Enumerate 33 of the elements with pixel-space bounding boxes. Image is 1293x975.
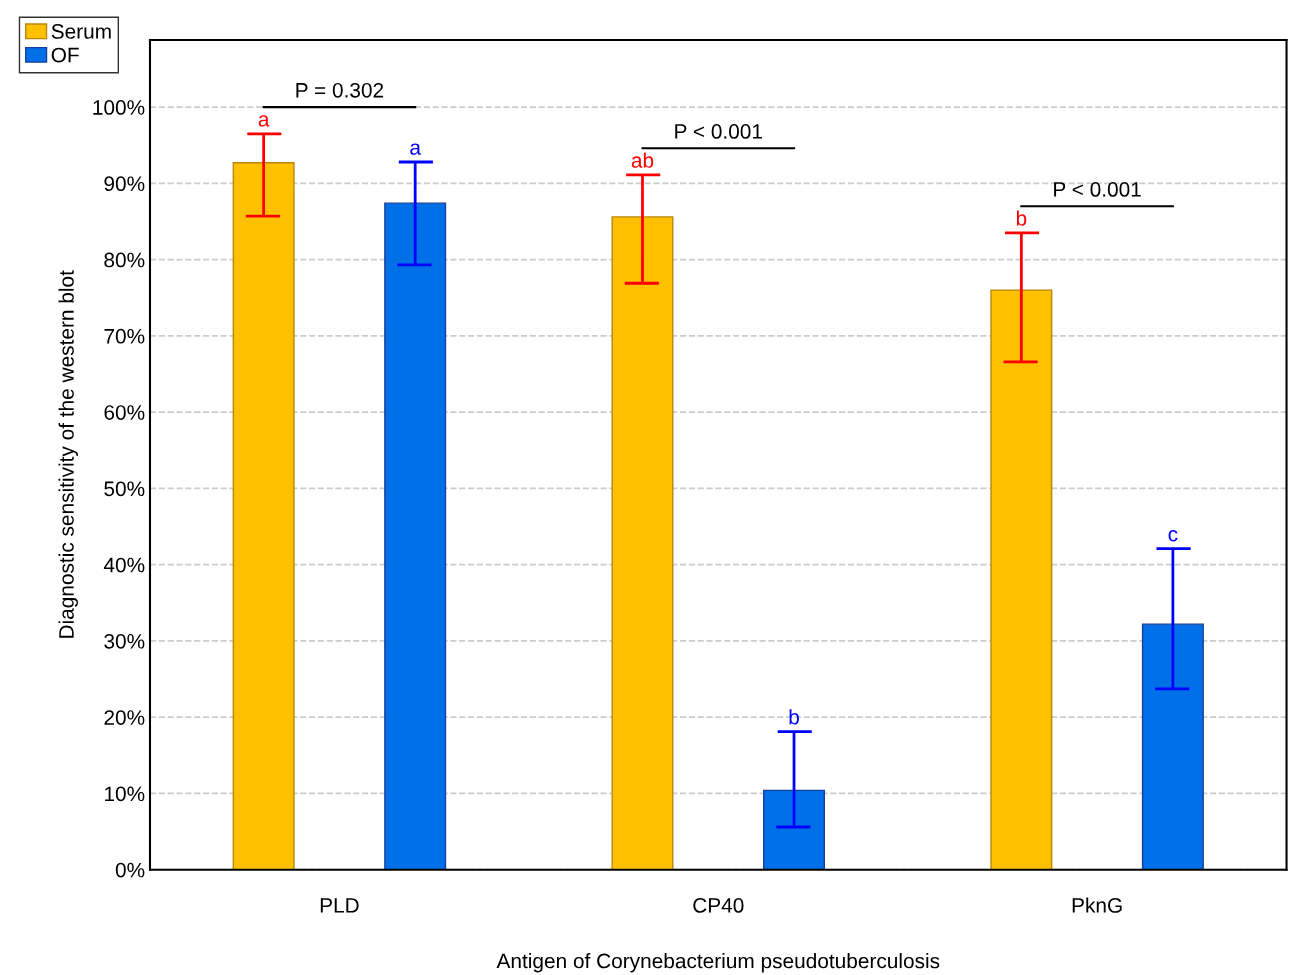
- bar: [1141, 623, 1204, 870]
- annotation: P < 0.001: [1054, 182, 1141, 197]
- annotation: b: [789, 709, 799, 725]
- y-tick-label: 40%: [103, 557, 145, 573]
- x-tick-label: CP40: [693, 898, 744, 913]
- annotation: P < 0.001: [675, 124, 762, 139]
- annotation: c: [1168, 530, 1178, 542]
- y-tick-label: 70%: [104, 328, 145, 344]
- x-tick-label: PLD: [320, 898, 359, 913]
- y-tick-label: 50%: [104, 481, 145, 497]
- y-tick-label: 90%: [104, 176, 145, 192]
- bar: [763, 789, 826, 870]
- annotation: b: [1016, 210, 1027, 226]
- annotation: ab: [631, 152, 654, 168]
- annotation: a: [410, 143, 421, 155]
- annotation: a: [258, 115, 270, 127]
- bar: [384, 202, 447, 870]
- legend-label: OF: [51, 47, 79, 63]
- legend-label: Serum: [51, 24, 111, 39]
- annotation: P = 0.302: [296, 82, 384, 98]
- x-tick-label: PknG: [1072, 897, 1122, 913]
- y-tick-label: 30%: [104, 633, 145, 649]
- y-tick-label: 60%: [104, 405, 145, 420]
- bar: [232, 162, 295, 870]
- y-tick-label: 20%: [104, 710, 145, 725]
- y-tick-label: 80%: [104, 252, 145, 268]
- y-tick-label: 0%: [115, 862, 145, 878]
- y-tick-label: 10%: [105, 786, 145, 802]
- bar: [990, 289, 1053, 870]
- bar: [611, 216, 674, 870]
- y-axis-title: Diagnostic sensitivity of the western blot: [58, 270, 78, 638]
- y-tick-label: 100%: [93, 100, 145, 115]
- x-axis-title: Antigen of Corynebacterium pseudotuberculosis: [496, 953, 940, 973]
